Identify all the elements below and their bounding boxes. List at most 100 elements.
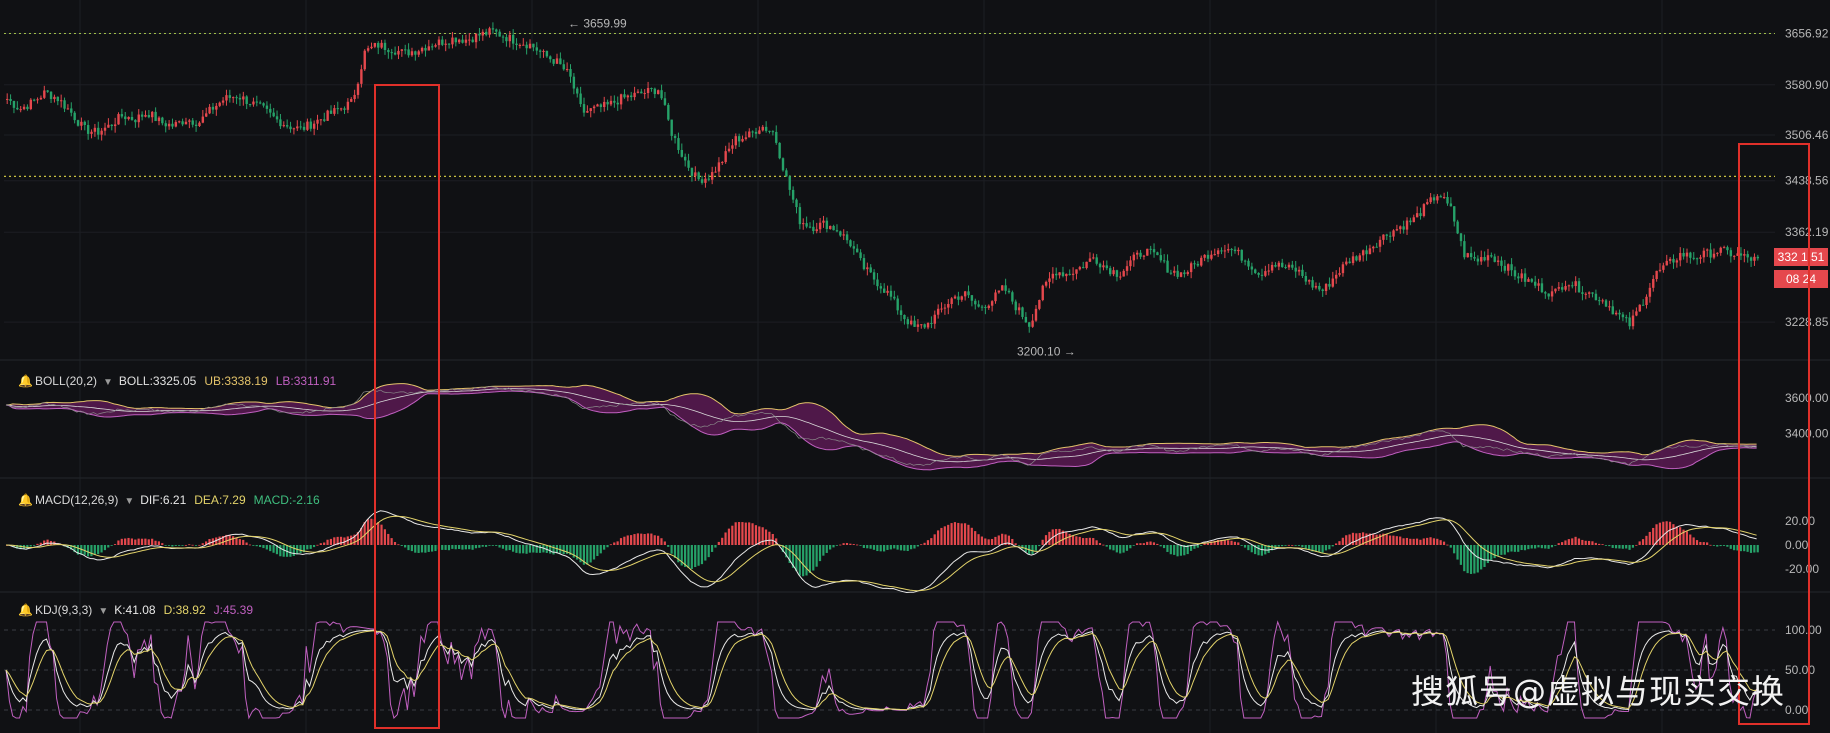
alert-bell-icon[interactable]: 🔔 — [18, 603, 33, 617]
candle-body — [1540, 283, 1544, 293]
macd-histogram-bar — [866, 545, 869, 549]
macd-histogram-bar — [120, 538, 123, 545]
macd-histogram-bar — [1105, 545, 1108, 547]
candle-body — [1308, 280, 1311, 282]
macd-histogram-bar — [1071, 535, 1075, 545]
macd-histogram-bar — [876, 545, 879, 552]
macd-histogram-bar — [1695, 540, 1699, 545]
candle-body — [1453, 206, 1456, 222]
candle-body — [660, 90, 663, 99]
chevron-down-icon[interactable]: ▼ — [124, 496, 135, 507]
candle-body — [285, 125, 289, 127]
candle-body — [1695, 258, 1699, 260]
candle-body — [741, 138, 744, 142]
macd-histogram-bar — [441, 545, 444, 550]
macd-histogram-bar — [758, 526, 761, 545]
macd-histogram-bar — [90, 545, 93, 557]
candle-body — [1621, 314, 1625, 318]
candle-body — [822, 220, 825, 223]
candle-body — [1604, 300, 1608, 307]
candle-body — [6, 98, 9, 100]
candle-body — [700, 179, 704, 183]
candle-body — [1537, 283, 1540, 286]
candle-body — [1746, 254, 1749, 258]
chevron-down-icon[interactable]: ▼ — [98, 606, 109, 617]
candle-body — [764, 126, 768, 131]
macd-histogram-bar — [316, 544, 319, 546]
macd-histogram-bar — [235, 537, 238, 545]
macd-histogram-bar — [130, 538, 134, 545]
macd-dea-line — [5, 515, 1757, 592]
macd-histogram-bar — [829, 545, 832, 550]
candle-body — [171, 123, 174, 127]
macd-histogram-bar — [822, 545, 825, 556]
candle-body — [562, 64, 565, 70]
candle-body — [501, 36, 505, 38]
macd-histogram-bar — [926, 540, 930, 545]
candle-body — [1240, 249, 1243, 261]
macd-histogram-bar — [1429, 537, 1432, 545]
candle-body — [842, 234, 845, 236]
macd-histogram-bar — [862, 545, 865, 548]
macd-histogram-bar — [1311, 545, 1314, 552]
candle-body — [400, 49, 404, 51]
macd-histogram-bar — [636, 533, 639, 545]
candle-body — [275, 116, 279, 120]
candle-body — [545, 50, 549, 57]
macd-histogram-bar — [741, 522, 744, 545]
macd-histogram-bar — [29, 545, 32, 547]
candle-body — [1129, 260, 1132, 267]
candle-body — [1513, 270, 1517, 277]
macd-histogram-bar — [1631, 545, 1635, 548]
candle-body — [758, 130, 761, 134]
candle-body — [1156, 252, 1159, 256]
candle-body — [471, 39, 474, 43]
candle-body — [1378, 239, 1382, 247]
candle-body — [626, 95, 630, 98]
candle-body — [282, 125, 285, 127]
candle-body — [393, 52, 397, 55]
candle-body — [83, 121, 86, 126]
candle-body — [333, 108, 336, 114]
candle-body — [498, 31, 501, 37]
alert-bell-icon[interactable]: 🔔 — [18, 493, 33, 507]
macd-histogram-bar — [306, 545, 309, 550]
candle-body — [1598, 300, 1601, 302]
macd-histogram-bar — [377, 522, 380, 545]
chevron-down-icon[interactable]: ▼ — [103, 377, 113, 388]
macd-histogram-bar — [609, 544, 612, 546]
macd-histogram-bar — [1473, 545, 1476, 574]
macd-histogram-bar — [1530, 545, 1533, 549]
candle-body — [1193, 263, 1196, 265]
macd-histogram-bar — [16, 545, 19, 549]
macd-histogram-bar — [1031, 545, 1034, 555]
macd-histogram-bar — [444, 545, 447, 550]
macd-histogram-bar — [1260, 545, 1263, 556]
candle-body — [805, 223, 808, 227]
candle-body — [1466, 253, 1469, 258]
candle-body — [1648, 287, 1652, 297]
macd-histogram-bar — [1321, 545, 1324, 553]
alert-bell-icon[interactable]: 🔔 — [18, 374, 33, 388]
macd-histogram-bar — [1655, 524, 1658, 545]
macd-histogram-bar — [1719, 545, 1722, 547]
candle-body — [1247, 260, 1250, 267]
macd-histogram-bar — [737, 522, 741, 545]
macd-histogram-bar — [1679, 527, 1682, 545]
macd-histogram-bar — [515, 545, 518, 553]
candle-body — [218, 102, 221, 106]
candle-body — [491, 28, 495, 30]
candle-body — [1112, 270, 1115, 275]
macd-histogram-bar — [1577, 538, 1581, 545]
macd-histogram-bar — [157, 541, 160, 545]
macd-histogram-bar — [754, 525, 758, 545]
candle-body — [984, 306, 987, 309]
macd-histogram-bar — [1469, 545, 1473, 574]
candle-body — [916, 324, 920, 327]
macd-histogram-bar — [208, 538, 211, 545]
candle-body — [1257, 272, 1260, 275]
candle-body — [1132, 254, 1136, 261]
macd-histogram-bar — [1560, 542, 1564, 545]
candle-body — [1608, 306, 1611, 308]
